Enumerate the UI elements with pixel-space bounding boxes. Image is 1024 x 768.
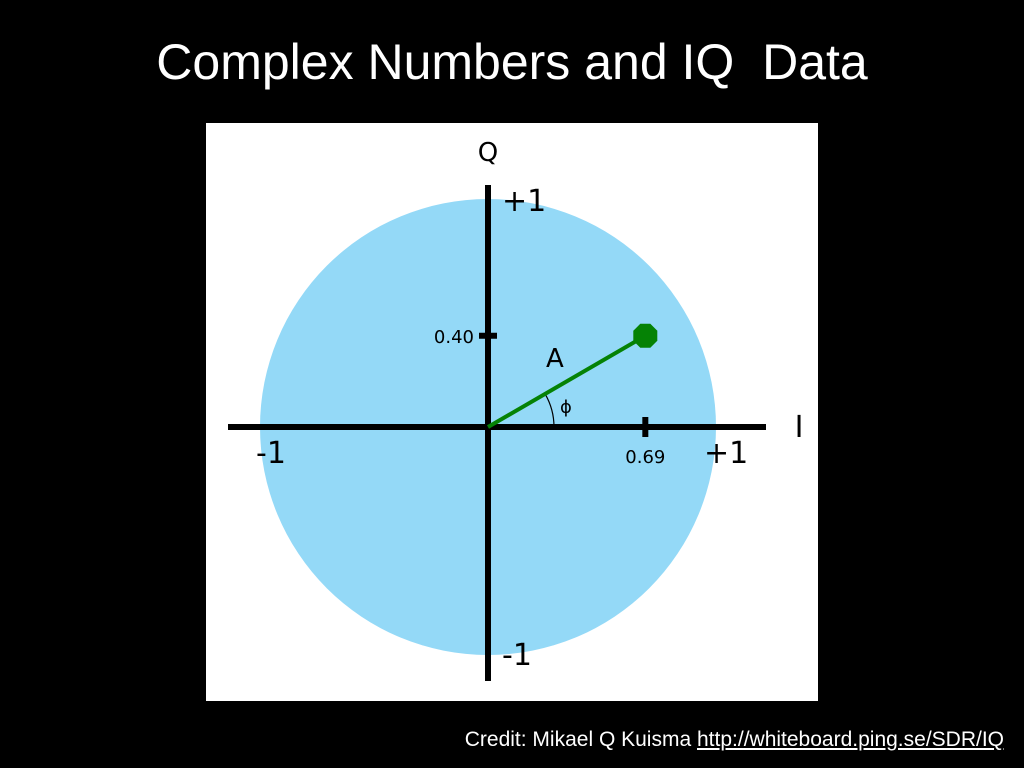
i-tick-label: 0.69 [625,447,665,468]
vector-line [486,334,647,429]
q-tick-label: 0.40 [434,327,474,348]
credit-line: Credit: Mikael Q Kuisma http://whiteboar… [465,726,1004,754]
i-right-label: +1 [704,436,748,471]
iq-diagram: Q I +1 -1 -1 +1 0.69 0.40 A ϕ [206,123,818,701]
q-bottom-label: -1 [502,638,532,673]
i-axis-label: I [795,410,804,445]
slide-title: Complex Numbers and IQ Data [156,34,868,90]
vector-point [633,323,658,348]
iq-diagram-svg: Q I +1 -1 -1 +1 0.69 0.40 A ϕ [228,138,804,681]
credit-text: Credit: Mikael Q Kuisma [464,728,692,751]
q-axis-label: Q [478,138,498,168]
i-left-label: -1 [256,436,286,471]
angle-label: ϕ [560,397,572,418]
vector-label: A [546,344,564,374]
q-top-label: +1 [502,184,546,219]
credit-link[interactable]: http://whiteboard.ping.se/SDR/IQ [697,728,1004,751]
